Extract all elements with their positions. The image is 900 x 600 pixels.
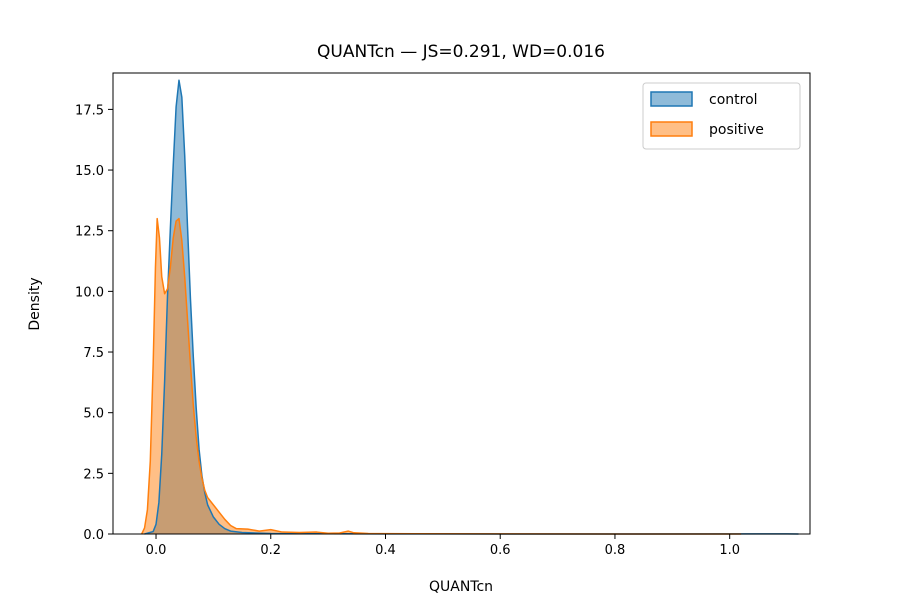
series-line-control [144, 79, 799, 535]
y-tick-label: 5.0 [83, 407, 104, 422]
chart-title: QUANTcn — JS=0.291, WD=0.016 [317, 42, 605, 62]
y-tick-label: 7.5 [83, 346, 104, 361]
y-axis: 0.0 2.5 5.0 7.5 10.0 12.5 15.0 17.5 [75, 103, 113, 543]
x-tick-label: 0.8 [605, 543, 626, 558]
y-tick-label: 2.5 [83, 467, 104, 482]
y-tick-label: 10.0 [75, 285, 104, 300]
y-tick-label: 12.5 [75, 225, 104, 240]
y-tick-label: 15.0 [75, 164, 104, 179]
x-tick-label: 0.0 [146, 543, 167, 558]
series-lines [141, 79, 799, 535]
legend-swatch-control [650, 91, 693, 107]
x-axis: 0.0 0.2 0.4 0.6 0.8 1.0 [146, 534, 740, 558]
axes-frame [112, 72, 811, 535]
legend-label-control: control [709, 92, 758, 108]
y-tick-label: 17.5 [75, 103, 104, 118]
legend-label-positive: positive [709, 122, 764, 138]
x-tick-label: 0.4 [375, 543, 396, 558]
y-tick-label: 0.0 [83, 528, 104, 543]
legend: control positive [642, 82, 801, 150]
legend-swatch-positive [650, 121, 693, 137]
y-axis-label: Density [27, 277, 43, 330]
x-axis-label: QUANTcn [429, 579, 493, 595]
x-tick-label: 1.0 [719, 543, 740, 558]
plot-area [141, 80, 799, 534]
x-tick-label: 0.6 [490, 543, 511, 558]
series-area-positive [141, 218, 742, 534]
x-tick-label: 0.2 [260, 543, 281, 558]
series-line-positive [141, 217, 742, 535]
